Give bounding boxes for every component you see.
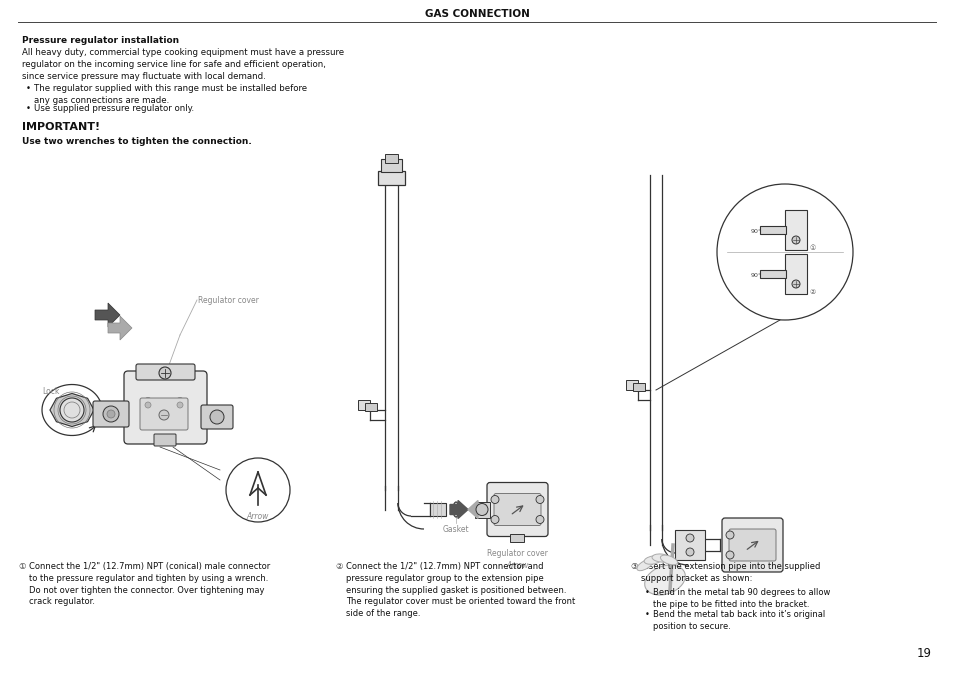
Circle shape xyxy=(141,398,154,412)
FancyBboxPatch shape xyxy=(124,371,207,444)
FancyBboxPatch shape xyxy=(140,398,188,430)
Text: Regulator cover: Regulator cover xyxy=(198,296,258,305)
Circle shape xyxy=(725,531,733,539)
Circle shape xyxy=(159,367,171,379)
Text: Bend in the metal tab 90 degrees to allow
the pipe to be fitted into the bracket: Bend in the metal tab 90 degrees to allo… xyxy=(652,588,829,609)
Text: Gasket: Gasket xyxy=(442,525,469,534)
Ellipse shape xyxy=(637,560,653,570)
Text: IMPORTANT!: IMPORTANT! xyxy=(22,122,100,132)
Polygon shape xyxy=(108,316,132,340)
Ellipse shape xyxy=(453,502,458,517)
Circle shape xyxy=(177,402,183,408)
Text: 19: 19 xyxy=(916,647,931,660)
Circle shape xyxy=(536,495,543,504)
Polygon shape xyxy=(468,500,485,518)
Bar xyxy=(357,400,370,410)
Text: Connect the 1/2" (12.7mm) NPT connector and
pressure regulator group to the exte: Connect the 1/2" (12.7mm) NPT connector … xyxy=(346,562,575,618)
Text: Arrow: Arrow xyxy=(506,562,528,570)
FancyBboxPatch shape xyxy=(153,434,175,446)
FancyBboxPatch shape xyxy=(486,483,547,537)
FancyBboxPatch shape xyxy=(201,405,233,429)
Ellipse shape xyxy=(644,565,684,595)
Ellipse shape xyxy=(659,555,677,565)
Circle shape xyxy=(145,402,151,408)
Polygon shape xyxy=(50,394,94,427)
Bar xyxy=(784,254,806,294)
Ellipse shape xyxy=(651,554,669,562)
Text: •: • xyxy=(26,84,30,93)
Text: GAS CONNECTION: GAS CONNECTION xyxy=(424,9,529,19)
Circle shape xyxy=(60,398,84,422)
Text: ①: ① xyxy=(809,245,816,251)
Polygon shape xyxy=(760,270,785,278)
Polygon shape xyxy=(95,303,120,327)
Circle shape xyxy=(685,534,693,542)
Circle shape xyxy=(791,280,800,288)
Bar xyxy=(475,502,490,518)
Circle shape xyxy=(159,410,169,420)
FancyBboxPatch shape xyxy=(494,493,540,526)
Text: All heavy duty, commercial type cooking equipment must have a pressure
regulator: All heavy duty, commercial type cooking … xyxy=(22,48,344,81)
Bar xyxy=(380,159,401,172)
Circle shape xyxy=(226,458,290,522)
Bar xyxy=(625,380,638,390)
Bar xyxy=(675,530,704,560)
Text: Pressure regulator installation: Pressure regulator installation xyxy=(22,36,179,45)
Bar xyxy=(377,171,405,185)
Circle shape xyxy=(717,184,852,320)
Ellipse shape xyxy=(643,556,661,564)
Bar xyxy=(760,226,785,234)
Bar xyxy=(784,210,806,250)
Text: ②: ② xyxy=(335,562,342,571)
Circle shape xyxy=(103,406,119,422)
Circle shape xyxy=(476,504,488,516)
Text: Insert the extension pipe into the supplied
support bracket as shown:: Insert the extension pipe into the suppl… xyxy=(640,562,820,583)
Circle shape xyxy=(536,516,543,524)
Text: •: • xyxy=(644,610,649,619)
Text: Connect the 1/2" (12.7mm) NPT (conical) male connector
to the pressure regulator: Connect the 1/2" (12.7mm) NPT (conical) … xyxy=(29,562,270,606)
Bar xyxy=(510,533,523,541)
Text: Arrow: Arrow xyxy=(247,512,269,521)
Text: The regulator supplied with this range must be installed before
any gas connecti: The regulator supplied with this range m… xyxy=(34,84,307,105)
Bar xyxy=(430,503,446,516)
Text: Regulator cover: Regulator cover xyxy=(487,549,547,558)
Text: Use two wrenches to tighten the connection.: Use two wrenches to tighten the connecti… xyxy=(22,137,252,146)
Polygon shape xyxy=(450,500,468,518)
Circle shape xyxy=(210,410,224,424)
Circle shape xyxy=(172,398,187,412)
Text: Use supplied pressure regulator only.: Use supplied pressure regulator only. xyxy=(34,104,193,113)
Circle shape xyxy=(791,236,800,244)
Text: Lock: Lock xyxy=(43,387,60,396)
Bar xyxy=(365,403,376,411)
Text: •: • xyxy=(26,104,30,113)
Text: 90°: 90° xyxy=(750,230,761,234)
Text: ①: ① xyxy=(18,562,26,571)
Circle shape xyxy=(491,516,498,524)
Circle shape xyxy=(725,551,733,559)
Text: Bend the metal tab back into it’s original
position to secure.: Bend the metal tab back into it’s origin… xyxy=(652,610,824,631)
Bar xyxy=(633,383,644,391)
Circle shape xyxy=(491,495,498,504)
FancyBboxPatch shape xyxy=(92,401,129,427)
Text: ②: ② xyxy=(809,289,816,295)
Bar xyxy=(385,154,397,163)
Circle shape xyxy=(107,410,115,418)
Text: •: • xyxy=(644,588,649,597)
FancyBboxPatch shape xyxy=(721,518,782,572)
Text: ③: ③ xyxy=(629,562,637,571)
FancyBboxPatch shape xyxy=(728,529,775,561)
Circle shape xyxy=(685,548,693,556)
FancyBboxPatch shape xyxy=(136,364,194,380)
Text: 90°: 90° xyxy=(750,273,761,279)
